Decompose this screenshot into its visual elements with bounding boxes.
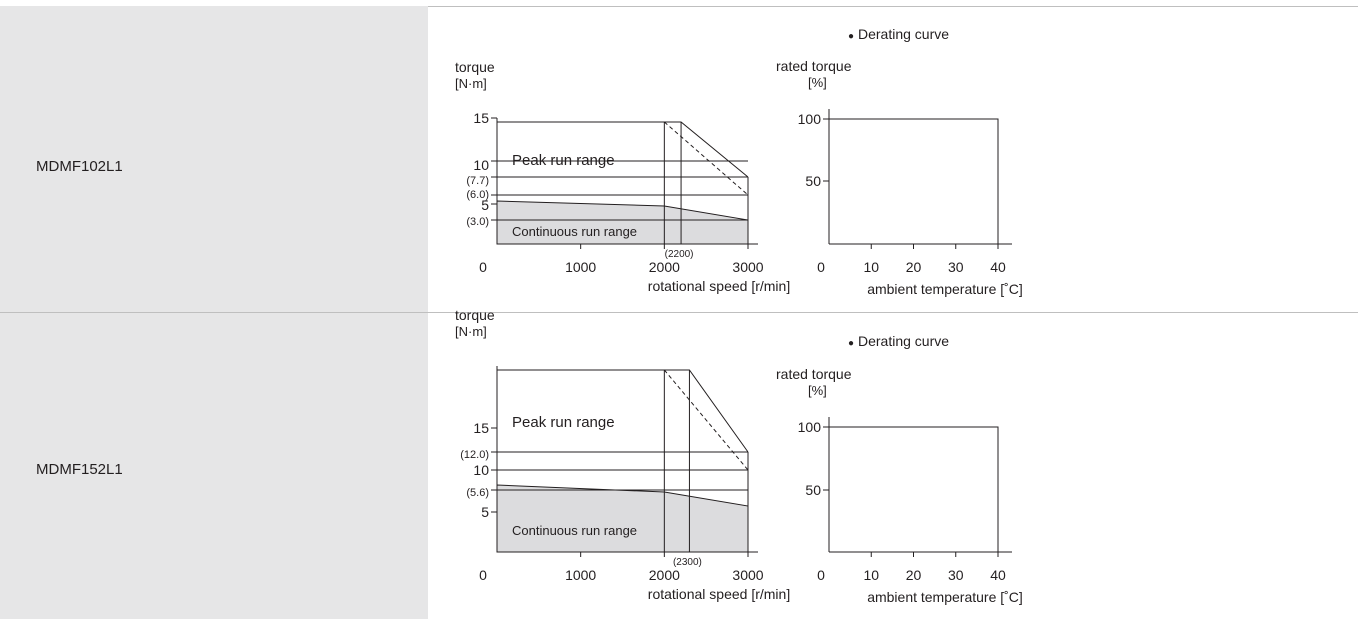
x-tick-label: 40	[990, 567, 1006, 583]
x-tick-label: 1000	[565, 567, 596, 583]
bullet-icon: ●	[848, 338, 854, 349]
derating-line	[829, 426, 999, 552]
y-tick-label: (7.7)	[466, 175, 489, 187]
temperature-axis-title: ambient temperature [˚C]	[867, 589, 1023, 605]
peak-run-boundary	[497, 121, 749, 178]
rated-torque-axis-title: rated torque	[776, 58, 852, 74]
x-tick-label: 3000	[732, 567, 763, 583]
y-tick-label: (3.0)	[466, 216, 489, 228]
table-row: MDMF152L1	[0, 313, 1358, 619]
peak-dashed-line	[664, 121, 749, 196]
torque-unit-label: [N·m]	[455, 76, 487, 91]
y-tick-label: 10	[473, 462, 489, 478]
model-cell: MDMF102L1	[0, 6, 428, 312]
table-row: MDMF102L1	[0, 6, 1358, 312]
x-tick-label: 2000	[649, 567, 680, 583]
temperature-axis-title: ambient temperature [˚C]	[867, 281, 1023, 297]
x-tick-label: 40	[990, 259, 1006, 275]
model-name: MDMF152L1	[36, 461, 123, 478]
continuous-run-range-label: Continuous run range	[512, 523, 637, 538]
x-tick-label: 20	[906, 259, 922, 275]
y-tick-label: 15	[473, 420, 489, 436]
y-tick-label: 5	[481, 504, 489, 520]
table-row-divider	[0, 312, 1358, 313]
table-top-rule	[0, 6, 1358, 7]
continuous-range-area	[496, 484, 749, 553]
bullet-icon: ●	[848, 31, 854, 42]
peak-run-range-label: Peak run range	[512, 152, 615, 169]
x-tick-label: 0	[817, 567, 825, 583]
x-tick-label: 10	[863, 259, 879, 275]
y-tick-label: 50	[805, 482, 821, 498]
speed-axis-title: rotational speed [r/min]	[648, 278, 790, 294]
x-tick-label: 2000	[649, 259, 680, 275]
y-tick-label: 15	[473, 110, 489, 126]
peak-dashed-line	[663, 369, 749, 471]
speed-axis-title: rotational speed [r/min]	[648, 586, 790, 602]
x-tick-label: 20	[906, 567, 922, 583]
y-tick-label: 100	[798, 419, 822, 435]
torque-axis-title: torque	[455, 59, 495, 75]
y-tick-label: (6.0)	[466, 189, 489, 201]
torque-axis-title: torque	[455, 307, 495, 323]
x-tick-label: 0	[479, 259, 487, 275]
continuous-run-range-label: Continuous run range	[512, 224, 637, 239]
y-tick-label: 5	[481, 197, 489, 213]
model-name: MDMF102L1	[36, 158, 123, 175]
y-tick-label: 10	[473, 157, 489, 173]
derating-line	[829, 118, 999, 244]
speed-marker-label: (2300)	[673, 557, 702, 568]
x-tick-label: 0	[817, 259, 825, 275]
x-tick-label: 1000	[565, 259, 596, 275]
derating-curve-title: Derating curve	[858, 333, 949, 349]
rated-torque-unit-label: [%]	[808, 75, 827, 90]
rated-torque-axis-title: rated torque	[776, 366, 852, 382]
x-tick-label: 10	[863, 567, 879, 583]
x-tick-label: 0	[479, 567, 487, 583]
y-tick-label: 100	[798, 111, 822, 127]
y-tick-label: (5.6)	[466, 487, 489, 499]
speed-marker-label: (2200)	[665, 249, 694, 260]
derating-curve-title: Derating curve	[858, 26, 949, 42]
model-cell: MDMF152L1	[0, 313, 428, 619]
y-tick-label: 50	[805, 173, 821, 189]
x-tick-label: 30	[948, 567, 964, 583]
y-tick-label: (12.0)	[460, 449, 489, 461]
peak-run-range-label: Peak run range	[512, 414, 615, 431]
rated-torque-unit-label: [%]	[808, 383, 827, 398]
peak-run-boundary	[497, 369, 749, 453]
torque-unit-label: [N·m]	[455, 324, 487, 339]
x-tick-label: 3000	[732, 259, 763, 275]
x-tick-label: 30	[948, 259, 964, 275]
